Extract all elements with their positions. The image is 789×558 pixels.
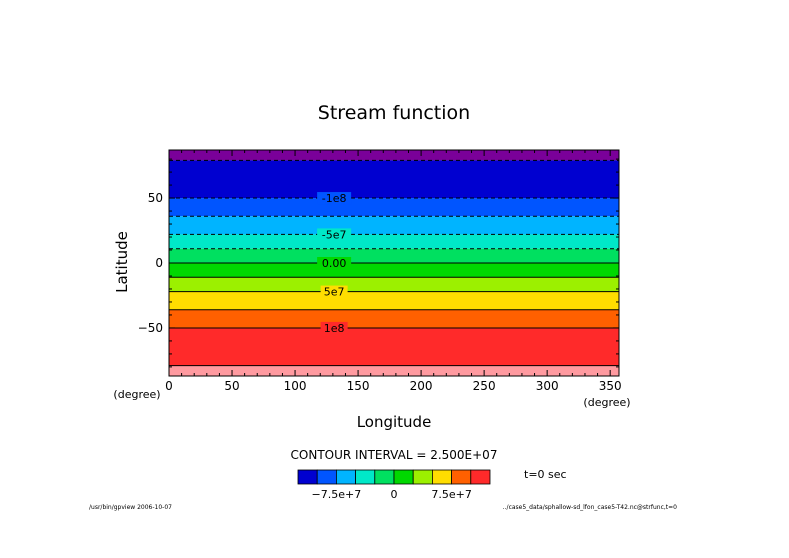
contour-band-0 [169,150,619,161]
contour-band-1 [169,160,619,199]
contour-label-7: 5e7 [324,286,345,299]
colorbar-labels: −7.5e+7 0 7.5e+7 [312,488,472,501]
y-axis-label: Latitude [113,231,131,293]
contour-band-5 [169,248,619,263]
colorbar-swatch-1 [316,469,337,485]
colorbar-swatch-5 [393,469,414,485]
colorbar-swatch-9 [470,469,491,485]
colorbar-swatch-6 [412,469,433,485]
contour-lines [169,159,619,367]
contour-band-11 [169,365,619,376]
x-tick-label-100: 100 [284,379,307,393]
colorbar-swatch-8 [451,469,472,485]
contour-band-7 [169,277,619,292]
contour-label-bg-7 [320,285,348,298]
contour-label-bg-1 [317,192,352,205]
colorbar-label-2: 7.5e+7 [431,488,471,501]
x-axis-unit: (degree) [583,396,630,409]
y-tick-label-0: 0 [155,256,163,270]
colorbar-swatch-3 [355,469,376,485]
x-tick-label-50: 50 [224,379,239,393]
footer-right: ../case5_data/sphallow-sd_lfon_case5-T42… [503,504,677,511]
chart-title: Stream function [318,102,470,124]
contour-label-9: 1e8 [324,322,345,335]
contour-label-bg-5 [317,257,352,269]
x-tick-label-250: 250 [473,379,496,393]
contour-label-1: -1e8 [322,192,347,205]
colorbar-label-1: 0 [391,488,398,501]
colorbar-swatch-4 [374,469,395,485]
contour-band-9 [169,309,619,328]
y-tick-label-50: 50 [148,191,163,205]
contour-label-3: -5e7 [322,228,347,241]
x-axis-label: Longitude [357,413,432,431]
x-tick-label-350: 350 [599,379,622,393]
y-axis-unit: (degree) [113,388,160,401]
colorbar-swatch-2 [335,469,356,485]
contour-band-6 [169,263,619,278]
footer-left: /usr/bin/gpview 2006-10-07 [89,504,172,511]
contour-labels: -1e8 -5e7 0.00 5e7 1e8 [317,192,352,335]
y-tick-label--50: −50 [138,321,163,335]
contour-label-bg-3 [317,228,352,241]
colorbar-swatch-0 [297,469,318,485]
y-axis-ticks: 50 0 −50 [138,158,619,368]
contour-bands [169,150,619,376]
contour-label-bg-9 [320,321,348,334]
contour-band-8 [169,291,619,310]
x-tick-label-0: 0 [165,379,173,393]
contour-interval-text: CONTOUR INTERVAL = 2.500E+07 [291,448,498,462]
contour-band-2 [169,198,619,217]
contour-band-10 [169,327,619,366]
x-axis-ticks: 0 50 100 150 200 250 300 350 [165,150,622,393]
colorbar-swatch-7 [431,469,452,485]
x-tick-label-150: 150 [347,379,370,393]
colorbar-label-0: −7.5e+7 [312,488,362,501]
contour-label-5: 0.00 [322,257,347,270]
colorbar [297,469,491,485]
contour-band-3 [169,216,619,235]
x-tick-label-300: 300 [536,379,559,393]
contour-band-4 [169,234,619,249]
time-label: t=0 sec [524,468,567,481]
x-tick-label-200: 200 [410,379,433,393]
